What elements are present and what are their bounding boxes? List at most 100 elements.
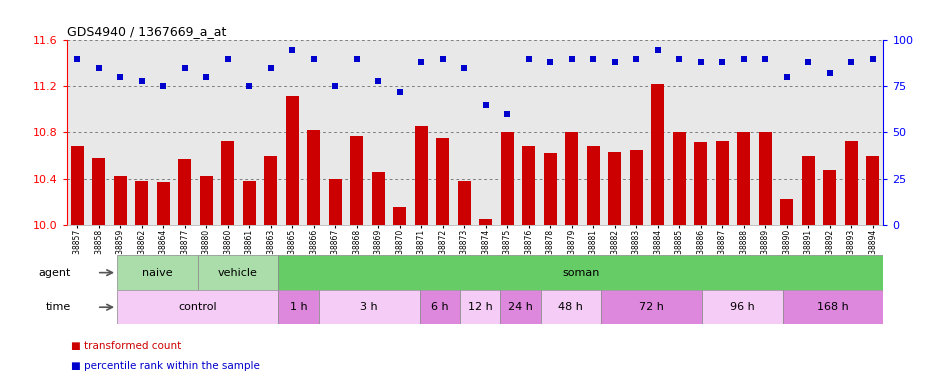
Bar	[351, 136, 364, 225]
Bar	[737, 132, 750, 225]
Text: 1 h: 1 h	[290, 302, 307, 312]
Point	[134, 78, 149, 84]
Point	[650, 46, 665, 53]
Bar	[319, 290, 420, 324]
Bar	[198, 255, 278, 290]
Text: ■ percentile rank within the sample: ■ percentile rank within the sample	[71, 361, 260, 371]
Point	[586, 56, 600, 62]
Text: ■ transformed count: ■ transformed count	[71, 341, 181, 351]
Bar	[523, 146, 536, 225]
Point	[327, 83, 342, 89]
Bar	[758, 132, 771, 225]
Bar	[437, 138, 450, 225]
Bar	[414, 126, 427, 225]
Text: 6 h: 6 h	[431, 302, 449, 312]
Bar	[586, 146, 599, 225]
Point	[220, 56, 235, 62]
Bar	[92, 158, 105, 225]
Bar	[114, 176, 127, 225]
Text: 168 h: 168 h	[817, 302, 849, 312]
Point	[865, 56, 880, 62]
Text: 24 h: 24 h	[508, 302, 533, 312]
Point	[822, 70, 837, 76]
Text: 12 h: 12 h	[468, 302, 492, 312]
Bar	[540, 290, 601, 324]
Text: naive: naive	[142, 268, 173, 278]
Text: agent: agent	[38, 268, 70, 278]
Point	[736, 56, 751, 62]
Point	[693, 60, 708, 66]
Text: 3 h: 3 h	[361, 302, 378, 312]
Bar	[845, 141, 857, 225]
Text: time: time	[45, 302, 70, 312]
Bar	[672, 132, 685, 225]
Point	[608, 60, 623, 66]
Bar	[460, 290, 500, 324]
Bar	[601, 290, 702, 324]
Bar	[695, 142, 707, 225]
Bar	[328, 179, 341, 225]
Bar	[200, 176, 213, 225]
Bar	[823, 170, 836, 225]
Bar	[157, 182, 170, 225]
Point	[844, 60, 858, 66]
Bar	[135, 181, 148, 225]
Point	[306, 56, 321, 62]
Bar	[278, 255, 883, 290]
Bar	[702, 290, 783, 324]
Point	[715, 60, 730, 66]
Point	[758, 56, 772, 62]
Point	[436, 56, 450, 62]
Point	[70, 56, 85, 62]
Point	[285, 46, 300, 53]
Point	[500, 111, 514, 117]
Bar	[479, 219, 492, 225]
Bar	[609, 152, 622, 225]
Point	[801, 60, 816, 66]
Bar	[243, 181, 255, 225]
Bar	[117, 255, 198, 290]
Point	[178, 65, 192, 71]
Text: 48 h: 48 h	[559, 302, 584, 312]
Point	[564, 56, 579, 62]
Point	[457, 65, 472, 71]
Text: 96 h: 96 h	[730, 302, 755, 312]
Point	[629, 56, 644, 62]
Bar	[500, 290, 540, 324]
Bar	[802, 156, 815, 225]
Point	[199, 74, 214, 80]
Point	[413, 60, 428, 66]
Bar	[286, 96, 299, 225]
Bar	[278, 290, 319, 324]
Bar	[117, 290, 278, 324]
Bar	[393, 207, 406, 225]
Point	[779, 74, 794, 80]
Text: control: control	[179, 302, 217, 312]
Text: 72 h: 72 h	[639, 302, 664, 312]
Bar	[716, 141, 729, 225]
Point	[242, 83, 257, 89]
Bar	[71, 146, 84, 225]
Bar	[544, 153, 557, 225]
Bar	[630, 150, 643, 225]
Bar	[783, 290, 883, 324]
Bar	[221, 141, 234, 225]
Point	[156, 83, 171, 89]
Bar	[565, 132, 578, 225]
Point	[264, 65, 278, 71]
Point	[113, 74, 128, 80]
Bar	[651, 84, 664, 225]
Text: GDS4940 / 1367669_a_at: GDS4940 / 1367669_a_at	[67, 25, 226, 38]
Bar	[307, 130, 320, 225]
Bar	[372, 172, 385, 225]
Bar	[500, 132, 513, 225]
Bar	[265, 156, 277, 225]
Bar	[780, 199, 793, 225]
Point	[350, 56, 364, 62]
Text: soman: soman	[562, 268, 599, 278]
Point	[672, 56, 686, 62]
Point	[92, 65, 106, 71]
Bar	[179, 159, 191, 225]
Bar	[458, 181, 471, 225]
Bar	[866, 156, 879, 225]
